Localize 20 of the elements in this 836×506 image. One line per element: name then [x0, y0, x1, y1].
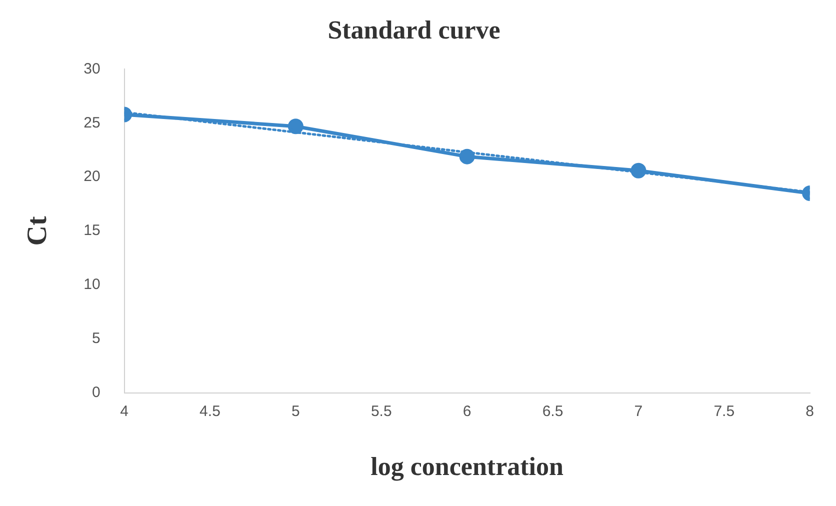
x-tick-label: 7 [634, 402, 643, 420]
y-tick-label: 30 [84, 60, 100, 78]
chart-title: Standard curve [328, 15, 500, 44]
y-tick-label: 15 [84, 222, 100, 240]
x-axis-title: log concentration [370, 452, 564, 482]
y-tick-label: 25 [84, 114, 100, 132]
x-tick-label: 7.5 [714, 402, 735, 420]
x-tick-label: 8 [806, 402, 814, 420]
point [459, 148, 475, 164]
y-tick-label: 20 [84, 168, 100, 186]
x-tick-label: 4 [120, 402, 128, 420]
x-tick-label: 5.5 [370, 402, 392, 420]
x-tick-label: 4.5 [200, 402, 220, 420]
y-tick-label: 5 [92, 330, 100, 348]
y-tick-label: 10 [84, 276, 100, 294]
y-axis-title: Ct [22, 216, 54, 246]
x-tick-label: 6 [462, 402, 472, 420]
y-tick-label: 0 [92, 384, 100, 401]
x-tick-label: 6.5 [542, 402, 564, 420]
x-tick-label: 5 [292, 402, 300, 420]
